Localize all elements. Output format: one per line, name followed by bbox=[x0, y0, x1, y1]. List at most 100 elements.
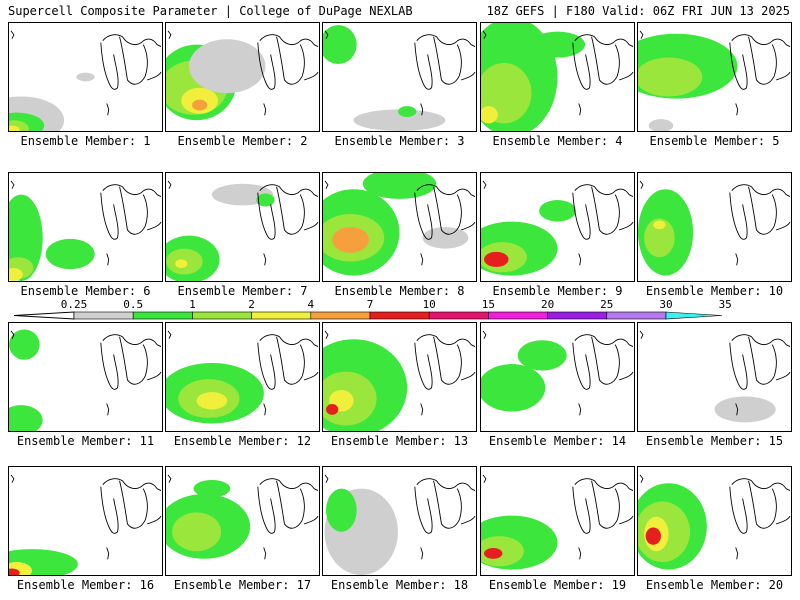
colorbar-tick-label: 0.25 bbox=[60, 298, 88, 311]
scp-contour bbox=[9, 568, 20, 575]
ensemble-member-map-20 bbox=[637, 466, 792, 576]
scp-contour bbox=[192, 99, 208, 111]
ensemble-member-label: Ensemble Member: 8 bbox=[334, 284, 465, 298]
ensemble-member-map-8 bbox=[322, 172, 477, 282]
colorbar-segment bbox=[547, 311, 608, 320]
ensemble-member-map-15 bbox=[637, 322, 792, 432]
ensemble-member-label: Ensemble Member: 14 bbox=[488, 434, 627, 448]
scp-contour bbox=[256, 193, 275, 207]
coastline bbox=[10, 180, 162, 266]
scp-contour bbox=[648, 119, 674, 131]
ensemble-member-label: Ensemble Member: 19 bbox=[488, 578, 627, 592]
ensemble-member-label: Ensemble Member: 20 bbox=[645, 578, 784, 592]
ensemble-member-map-7 bbox=[165, 172, 320, 282]
scp-contour bbox=[484, 548, 503, 559]
colorbar-segment bbox=[310, 311, 371, 320]
ensemble-member-map-16 bbox=[8, 466, 163, 576]
ensemble-member-map-3 bbox=[322, 22, 477, 132]
colorbar-max-arrow bbox=[665, 311, 723, 320]
colorbar-tick-label: 1 bbox=[189, 298, 196, 311]
coastline bbox=[324, 330, 476, 416]
coastline bbox=[482, 180, 634, 266]
scp-contour bbox=[638, 57, 703, 97]
coastline bbox=[482, 474, 634, 560]
scp-contour bbox=[529, 31, 586, 58]
ensemble-member-label: Ensemble Member: 13 bbox=[330, 434, 469, 448]
ensemble-member-label: Ensemble Member: 6 bbox=[20, 284, 151, 298]
scp-contour bbox=[362, 173, 437, 199]
color-legend: 0.25 0.5 1 2 4 7 10 15 20 25 30 35 bbox=[0, 298, 800, 324]
coastline bbox=[639, 330, 791, 416]
ensemble-member-map-14 bbox=[480, 322, 635, 432]
colorbar-tick-label: 20 bbox=[540, 298, 555, 311]
ensemble-member-label: Ensemble Member: 15 bbox=[645, 434, 784, 448]
scp-contour bbox=[9, 125, 20, 131]
coastline bbox=[482, 330, 634, 416]
coastline bbox=[324, 474, 476, 560]
coastline bbox=[167, 474, 319, 560]
ensemble-member-map-9 bbox=[480, 172, 635, 282]
scp-contour bbox=[422, 227, 469, 249]
ensemble-member-map-4 bbox=[480, 22, 635, 132]
colorbar-segment bbox=[488, 311, 548, 320]
ensemble-member-map-2 bbox=[165, 22, 320, 132]
ensemble-member-label: Ensemble Member: 16 bbox=[16, 578, 155, 592]
colorbar-segment bbox=[73, 311, 134, 320]
scp-contour bbox=[645, 527, 661, 545]
colorbar-segment bbox=[428, 311, 489, 320]
ensemble-member-map-18 bbox=[322, 466, 477, 576]
ensemble-member-label: Ensemble Member: 7 bbox=[177, 284, 308, 298]
colorbar-segment bbox=[192, 311, 252, 320]
coastline bbox=[10, 474, 162, 560]
coastline bbox=[639, 30, 791, 116]
ensemble-member-label: Ensemble Member: 18 bbox=[330, 578, 469, 592]
scp-contour bbox=[175, 259, 188, 269]
scp-contour bbox=[714, 396, 776, 423]
ensemble-member-label: Ensemble Member: 2 bbox=[177, 134, 308, 148]
ensemble-member-label: Ensemble Member: 12 bbox=[173, 434, 312, 448]
scp-contour bbox=[653, 220, 666, 230]
scp-contour bbox=[481, 106, 498, 124]
colorbar-tick-label: 4 bbox=[307, 298, 315, 311]
ensemble-member-map-12 bbox=[165, 322, 320, 432]
scp-contour bbox=[481, 364, 546, 412]
scp-contour bbox=[323, 25, 357, 65]
scp-contour bbox=[45, 238, 95, 270]
coastline bbox=[639, 180, 791, 266]
coastline bbox=[167, 180, 319, 266]
ensemble-member-label: Ensemble Member: 1 bbox=[20, 134, 151, 148]
coastline bbox=[10, 30, 162, 116]
coastline bbox=[167, 30, 319, 116]
ensemble-member-map-6 bbox=[8, 172, 163, 282]
ensemble-member-label: Ensemble Member: 4 bbox=[492, 134, 623, 148]
scp-contour bbox=[517, 340, 567, 371]
ensemble-member-label: Ensemble Member: 3 bbox=[334, 134, 465, 148]
valid-time-label: 18Z GEFS | F180 Valid: 06Z FRI JUN 13 20… bbox=[486, 4, 790, 18]
map-title: Supercell Composite Parameter | College … bbox=[8, 4, 413, 18]
colorbar-tick-label: 10 bbox=[422, 298, 436, 311]
ensemble-member-label: Ensemble Member: 17 bbox=[173, 578, 312, 592]
coastline bbox=[482, 30, 634, 116]
colorbar-segment bbox=[132, 311, 193, 320]
ensemble-member-map-19 bbox=[480, 466, 635, 576]
scp-contour bbox=[353, 109, 446, 131]
ensemble-member-map-11 bbox=[8, 322, 163, 432]
scp-contour bbox=[193, 479, 231, 498]
ensemble-member-label: Ensemble Member: 9 bbox=[492, 284, 623, 298]
scp-contour bbox=[539, 200, 576, 222]
colorbar-tick-label: 25 bbox=[600, 298, 614, 311]
scp-contour bbox=[481, 536, 524, 567]
scp-contour bbox=[332, 227, 369, 253]
scp-contour bbox=[397, 106, 417, 117]
ensemble-member-label: Ensemble Member: 5 bbox=[649, 134, 780, 148]
scp-contour bbox=[9, 268, 23, 281]
colorbar-tick-label: 0.5 bbox=[123, 298, 144, 311]
scp-contour bbox=[484, 251, 509, 267]
colorbar-min-arrow bbox=[13, 311, 75, 320]
colorbar-segment bbox=[251, 311, 312, 320]
scp-contour bbox=[326, 488, 357, 532]
colorbar-segment bbox=[369, 311, 430, 320]
colorbar-tick-label: 2 bbox=[248, 298, 255, 311]
ensemble-member-label: Ensemble Member: 10 bbox=[645, 284, 784, 298]
colorbar-tick-label: 7 bbox=[366, 298, 374, 311]
